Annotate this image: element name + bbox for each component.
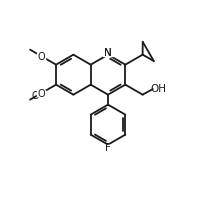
Bar xyxy=(103,50,113,56)
Text: F: F xyxy=(105,143,111,153)
Text: N: N xyxy=(104,48,112,58)
Text: N: N xyxy=(104,48,112,58)
Text: OH: OH xyxy=(150,83,166,93)
Bar xyxy=(37,90,45,97)
Text: O: O xyxy=(32,90,39,100)
Text: O: O xyxy=(38,52,45,62)
Bar xyxy=(103,145,113,150)
Text: O: O xyxy=(38,89,45,99)
Bar xyxy=(37,54,45,60)
